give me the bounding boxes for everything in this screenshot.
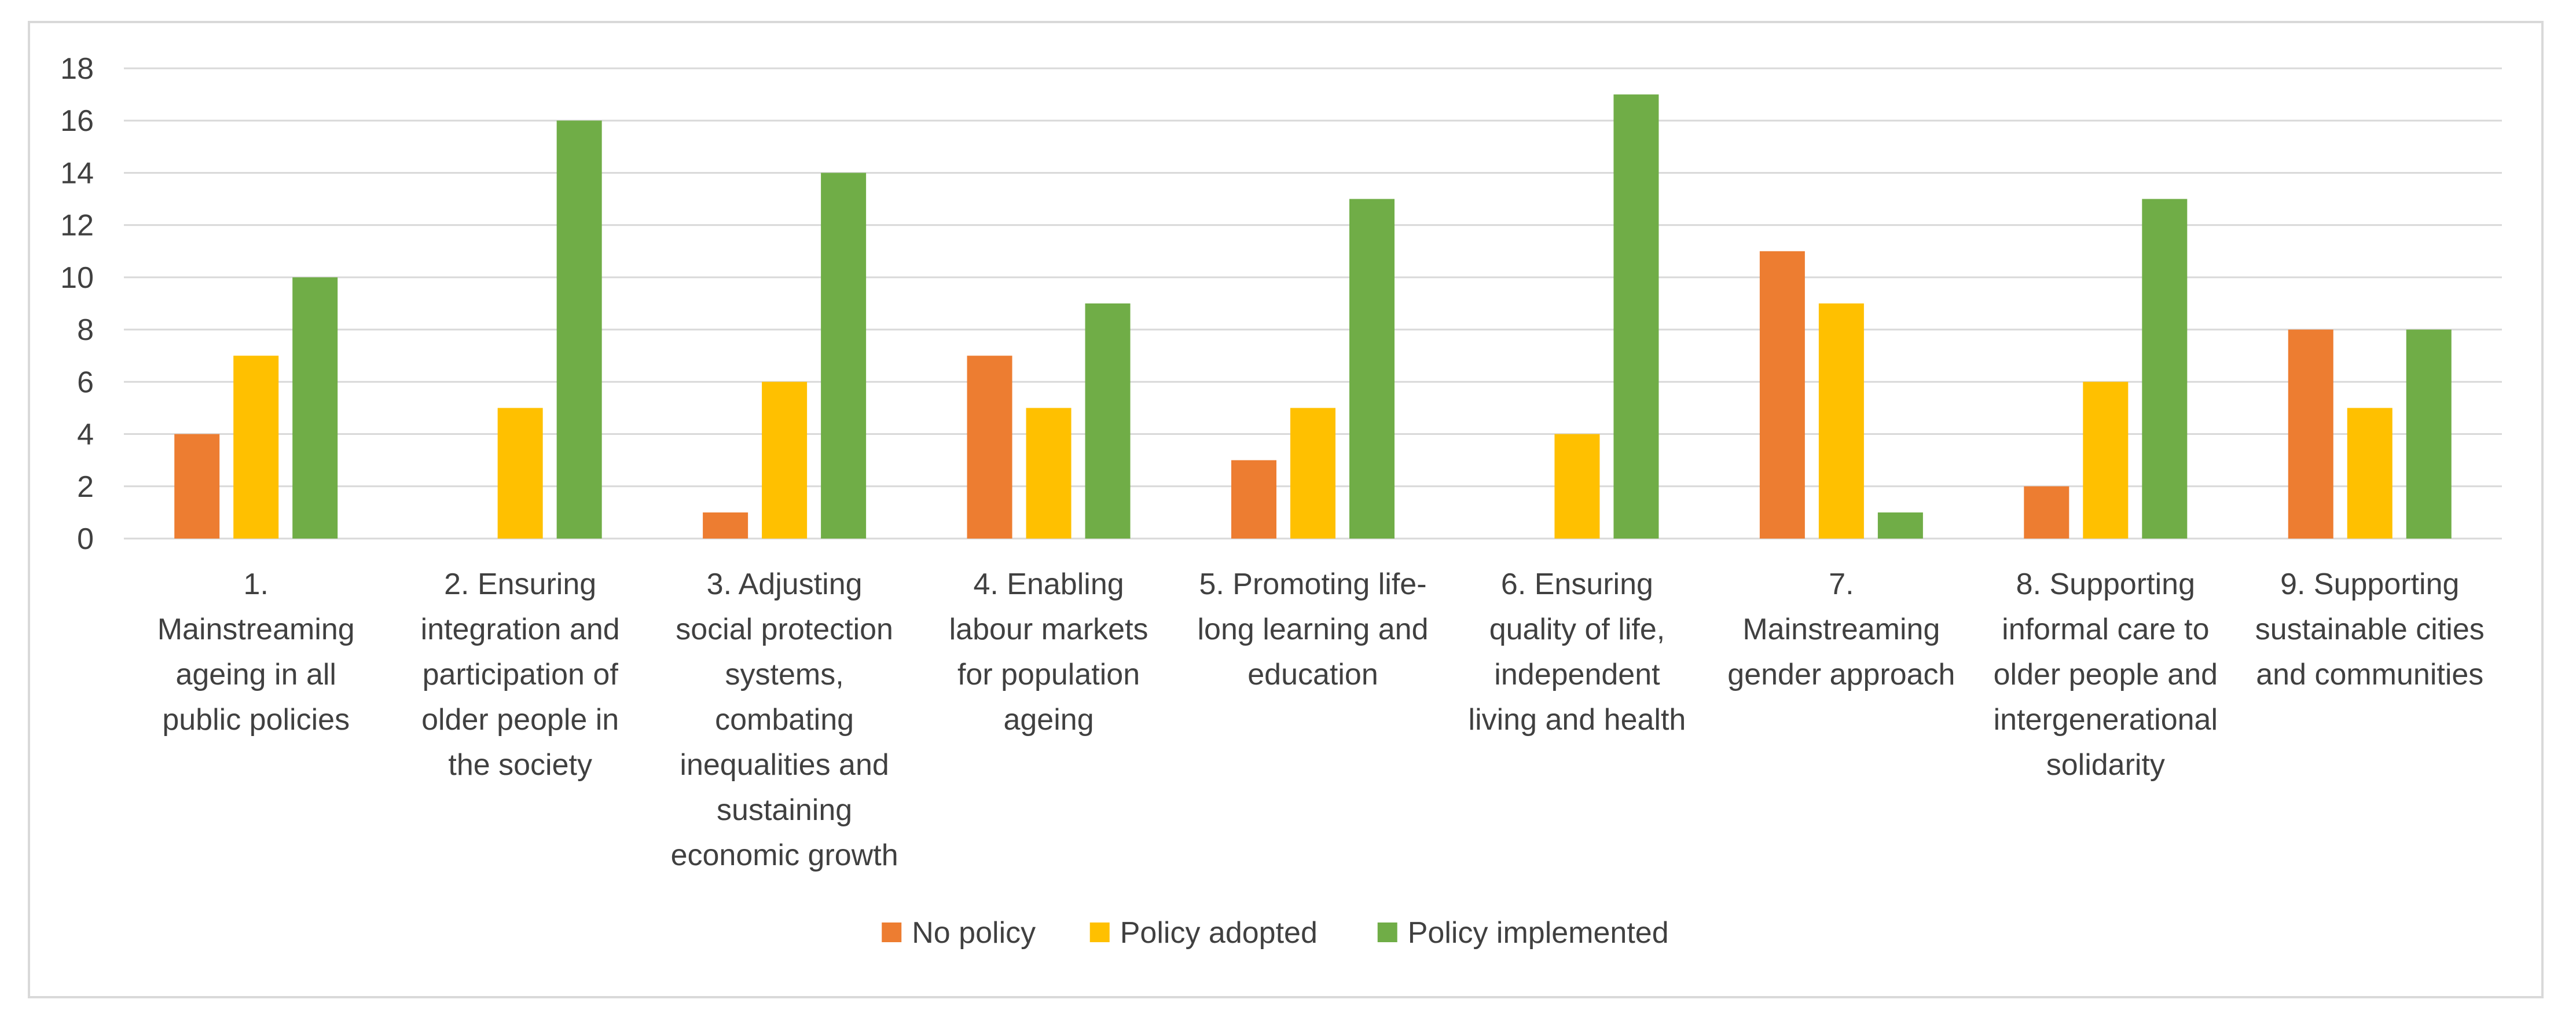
x-category-label-line: inequalities and (680, 748, 889, 782)
bar-policy-implemented-cat-5 (1349, 199, 1395, 539)
y-tick-label: 10 (60, 261, 94, 295)
x-category-label-line: combating (715, 703, 854, 737)
x-category-label-line: 6. Ensuring (1501, 568, 1653, 601)
x-category-label-line: Mainstreaming (157, 613, 355, 646)
x-category-label-line: and communities (2256, 658, 2483, 691)
legend-swatch-no-policy (882, 923, 902, 942)
x-category-label: 3. Adjusting social protection systems, com… (671, 568, 898, 872)
x-category-label: 9. Supporting sustainable cities and commu… (2255, 568, 2485, 691)
x-category-label-line: integration and (421, 613, 620, 646)
legend-swatch-policy-adopted (1089, 923, 1110, 942)
x-category-label-line: sustaining (717, 793, 852, 827)
x-category-label-line: sustainable cities (2255, 613, 2485, 646)
x-category-label-line: participation of (423, 658, 619, 691)
x-category-label-line: living and health (1469, 703, 1686, 737)
bar-policy-implemented-cat-1 (292, 277, 338, 539)
bar-policy-implemented-cat-8 (2142, 199, 2188, 539)
bar-policy-implemented-cat-2 (556, 120, 602, 539)
legend: No policy Policy adopted Policy implemente… (882, 916, 1669, 950)
x-category-label-line: quality of life, (1489, 613, 1665, 646)
x-category-label-line: 1. (244, 568, 269, 601)
x-category-label-line: social protection (676, 613, 893, 646)
y-tick-label: 4 (77, 418, 94, 452)
legend-label-policy-adopted: Policy adopted (1120, 916, 1318, 950)
x-category-label-line: for population (957, 658, 1140, 691)
x-category-label: 1. Mainstreaming ageing in all public polic… (157, 568, 355, 737)
x-category-label-line: 4. Enabling (973, 568, 1124, 601)
bars (174, 94, 2452, 539)
bar-policy-adopted-cat-8 (2083, 382, 2129, 539)
bar-chart: 0 2 4 6 8 10 12 14 16 18 1. Mainstreaming ageing in… (60, 52, 2502, 950)
legend-swatch-policy-implemented (1377, 923, 1397, 942)
x-category-label-line: systems, (725, 658, 844, 691)
x-category-label: 4. Enabling labour markets for population a… (949, 568, 1148, 737)
bar-policy-adopted-cat-7 (1818, 303, 1864, 539)
bar-policy-adopted-cat-9 (2347, 408, 2392, 539)
x-category-label-line: older people and (1994, 658, 2218, 691)
bar-policy-adopted-cat-2 (497, 408, 543, 539)
y-tick-label: 2 (77, 470, 94, 504)
y-tick-label: 8 (77, 313, 94, 347)
x-category-label: 8. Supporting informal care to older peopl… (1994, 568, 2218, 782)
bar-policy-adopted-cat-4 (1026, 408, 1072, 539)
bar-no-policy-cat-3 (703, 512, 748, 539)
bar-policy-implemented-cat-3 (821, 173, 867, 539)
y-tick-label: 6 (77, 365, 94, 399)
bar-policy-adopted-cat-3 (762, 382, 808, 539)
x-category-label-line: the society (448, 748, 592, 782)
bar-no-policy-cat-1 (174, 434, 220, 539)
x-category-label-line: 8. Supporting (2016, 568, 2195, 601)
x-category-label-line: ageing in all (175, 658, 336, 691)
bar-policy-adopted-cat-6 (1554, 434, 1600, 539)
y-tick-label: 12 (60, 209, 94, 243)
bar-no-policy-cat-9 (2288, 330, 2333, 539)
y-tick-label: 0 (77, 522, 94, 556)
x-category-label-line: ageing (1003, 703, 1093, 737)
legend-item-policy-implemented: Policy implemented (1377, 916, 1669, 950)
x-category-label-line: 9. Supporting (2280, 568, 2459, 601)
x-category-label: 6. Ensuring quality of life, independent li… (1469, 568, 1686, 737)
x-category-label: 7. Mainstreaming gender approach (1727, 568, 1955, 691)
legend-label-policy-implemented: Policy implemented (1408, 916, 1669, 950)
bar-no-policy-cat-5 (1231, 460, 1276, 539)
bar-policy-implemented-cat-7 (1877, 512, 1923, 539)
x-category-label-line: 2. Ensuring (444, 568, 596, 601)
x-category-label-line: public policies (162, 703, 350, 737)
x-category-label: 5. Promoting life-long learning and educa… (1198, 568, 1429, 691)
legend-item-policy-adopted: Policy adopted (1089, 916, 1318, 950)
x-category-label: 2. Ensuring integration and participation … (421, 568, 620, 782)
x-category-label-line: informal care to (2002, 613, 2209, 646)
x-category-label-line: Mainstreaming (1742, 613, 1940, 646)
x-category-label-line: gender approach (1727, 658, 1955, 691)
legend-label-no-policy: No policy (912, 916, 1036, 950)
y-tick-label: 16 (60, 104, 94, 138)
x-category-label-line: 5. Promoting life- (1199, 568, 1426, 601)
x-category-label-line: independent (1494, 658, 1660, 691)
x-category-label-line: older people in (421, 703, 619, 737)
x-category-label-line: 7. (1829, 568, 1854, 601)
x-category-label-line: economic growth (671, 839, 898, 872)
x-category-label-line: solidarity (2046, 748, 2165, 782)
bar-policy-adopted-cat-1 (233, 356, 279, 539)
bar-policy-adopted-cat-5 (1290, 408, 1335, 539)
x-category-label-line: education (1247, 658, 1378, 691)
legend-item-no-policy: No policy (882, 916, 1036, 950)
x-axis: 1. Mainstreaming ageing in all public polic… (157, 568, 2485, 872)
bar-no-policy-cat-4 (967, 356, 1012, 539)
x-category-label-line: intergenerational (1994, 703, 2218, 737)
bar-policy-implemented-cat-9 (2406, 330, 2452, 539)
y-axis: 0 2 4 6 8 10 12 14 16 18 (60, 52, 94, 556)
bar-policy-implemented-cat-6 (1613, 94, 1659, 539)
x-category-label-line: labour markets (949, 613, 1148, 646)
y-tick-label: 14 (60, 156, 94, 190)
y-tick-label: 18 (60, 52, 94, 86)
bar-no-policy-cat-7 (1759, 251, 1805, 539)
bar-no-policy-cat-8 (2024, 486, 2069, 539)
x-category-label-line: 3. Adjusting (707, 568, 863, 601)
bar-policy-implemented-cat-4 (1085, 303, 1131, 539)
chart-frame: 0 2 4 6 8 10 12 14 16 18 1. Mainstreaming ageing in… (28, 21, 2544, 998)
x-category-label-line: long learning and (1198, 613, 1429, 646)
